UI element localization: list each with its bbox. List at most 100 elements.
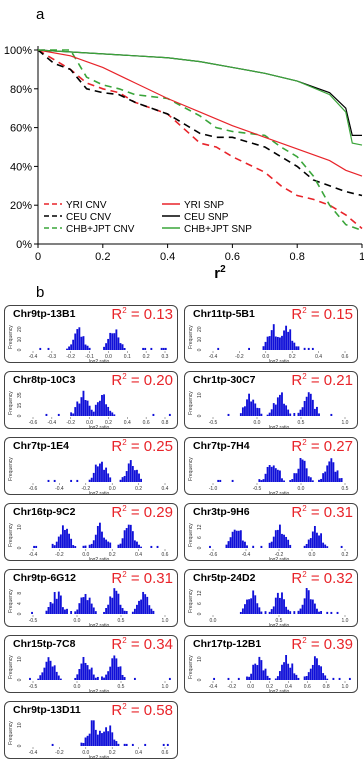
histogram-bar [94, 729, 97, 746]
histogram-bar [299, 409, 302, 416]
histogram-bar [101, 733, 103, 746]
histogram-bar [136, 604, 138, 614]
histogram-bar [274, 530, 277, 548]
histogram-bar [252, 664, 255, 680]
histogram-bar [123, 677, 126, 680]
histogram-bar [111, 597, 114, 614]
histogram-bar [111, 732, 114, 746]
histogram-x-tick-label: -0.5 [209, 420, 218, 426]
histogram-card: Chr11tp-5B1 R2 = 0.15 Frequency 0 10 20 -0.4 -0… [184, 305, 358, 363]
histogram-bar [101, 676, 103, 680]
histogram-bar [37, 678, 40, 680]
histogram-card: Chr5tp-24D2 R2 = 0.32 Frequency 0 6 12 0.0 0.5 1… [184, 569, 358, 627]
histogram-bar [305, 468, 308, 482]
histogram-x-tick-label: -0.3 [48, 354, 57, 360]
histogram-bar [84, 344, 87, 350]
histogram-bar [125, 611, 128, 614]
histogram-bar [316, 532, 318, 548]
histogram-x-label: log2 ratio [89, 689, 110, 693]
histogram-bar [256, 665, 259, 680]
histogram-bar [131, 531, 134, 548]
histogram-y-tick: 0 [17, 678, 23, 681]
histogram-bar [303, 400, 306, 416]
histogram-bar [318, 413, 320, 416]
histogram-x-tick-label: 1.0 [162, 618, 169, 624]
histogram-bar [82, 597, 85, 614]
histogram-bar [287, 331, 290, 350]
histogram-x-tick-label: -0.2 [55, 750, 64, 756]
histogram-bar [70, 611, 73, 614]
histogram-bar [274, 468, 277, 482]
histogram-bar [256, 407, 259, 416]
histogram-clone-name: Chr16tp-9C2 [13, 506, 76, 518]
histogram-bar [283, 662, 285, 680]
histogram-y-tick: 6 [197, 602, 203, 605]
histogram-y-tick: 10 [197, 656, 203, 662]
histogram-bar [94, 464, 97, 482]
histogram-bar [307, 672, 310, 680]
histogram-x-tick-label: -0.4 [29, 354, 38, 360]
histogram-bar [90, 667, 93, 680]
histogram-bar [133, 540, 136, 548]
histogram-bar [295, 473, 298, 482]
histogram-bar [109, 725, 112, 746]
histogram-bar [125, 528, 128, 548]
histogram-bar [287, 539, 290, 548]
histogram-bar [115, 741, 118, 746]
histogram-x-tick-label: 0.4 [124, 420, 131, 426]
histogram-bar [313, 656, 316, 680]
histogram-bar [217, 347, 220, 350]
histogram-r2-value: R2 = 0.29 [111, 504, 173, 521]
histogram-bar [150, 545, 153, 548]
histogram-bar [119, 479, 122, 482]
histogram-bar [293, 611, 296, 614]
histogram-x-tick-label: 0.6 [162, 552, 169, 558]
histogram-x-tick-label: -0.4 [48, 420, 57, 426]
histogram-bar [123, 610, 126, 614]
histogram-y-tick: 0 [17, 744, 23, 747]
histogram-x-tick-label: 0.5 [118, 684, 125, 690]
histogram-bar [270, 409, 273, 416]
histogram-y-label: Frequency [8, 655, 14, 679]
histogram-r2-value: R2 = 0.25 [111, 438, 173, 455]
histogram-bar [105, 674, 108, 680]
histogram-clone-name: Chr17tp-12B1 [193, 638, 262, 650]
y-tick-label: 20% [10, 200, 32, 212]
histogram-bar [66, 348, 68, 350]
histogram-x-tick-label: 0.6 [304, 684, 311, 690]
histogram-bar [289, 413, 292, 416]
histogram-bar [39, 675, 42, 680]
histogram-bar [107, 541, 110, 548]
histogram-bar [301, 604, 304, 614]
histogram-bar [330, 413, 333, 416]
histogram-bar [119, 543, 122, 548]
histogram-bar [276, 592, 279, 614]
histogram-bar [266, 414, 269, 416]
histogram-x-tick-label: 0.0 [109, 486, 116, 492]
histogram-clone-name: Chr15tp-7C8 [13, 638, 76, 650]
histogram-x-tick-label: 0.2 [143, 354, 150, 360]
histogram-bar [307, 590, 310, 614]
histogram-bar [119, 343, 122, 350]
histogram-bar [76, 401, 79, 416]
histogram-x-tick-label: 0.2 [105, 420, 112, 426]
histogram-bar [348, 677, 351, 680]
histogram-bar [254, 595, 257, 614]
histogram-bar [260, 660, 263, 680]
histogram-x-tick-label: -0.4 [29, 552, 38, 558]
histogram-bar [136, 469, 138, 482]
histogram-bar [61, 607, 64, 614]
histogram-bar [103, 537, 105, 548]
histogram-bar [258, 479, 261, 482]
histogram-bar [283, 403, 285, 416]
histogram-r2-value: R2 = 0.21 [291, 372, 353, 389]
histogram-bar [43, 667, 46, 680]
histogram-y-tick: 0 [197, 612, 203, 615]
histogram-x-tick-label: -0.5 [29, 684, 38, 690]
histogram-bar [272, 465, 275, 482]
histogram-bar [117, 593, 120, 614]
histogram-bar [260, 413, 263, 416]
